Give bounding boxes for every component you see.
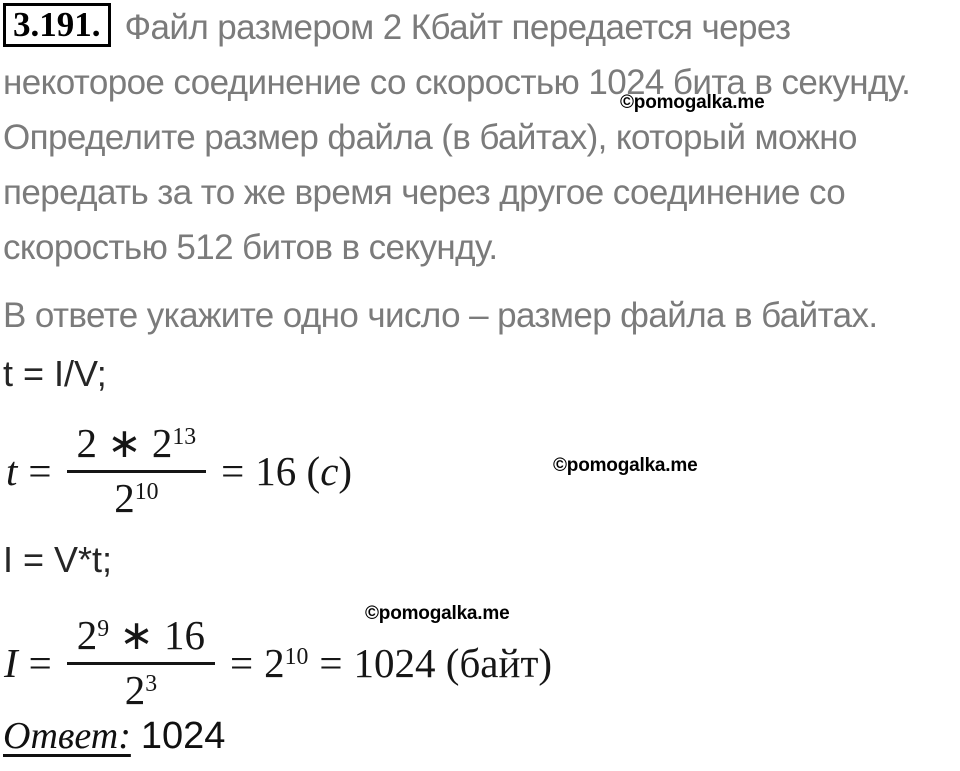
- statement-line-3: Определите размер файла (в байтах), кото…: [3, 118, 857, 157]
- formula-size: I = 29 ∗ 16 23 = 210 = 1024 (байт): [4, 612, 552, 714]
- equals-sign: =: [319, 640, 343, 687]
- watermark-middle: ©pomogalka.me: [553, 455, 698, 476]
- fraction-size-denominator: 23: [125, 665, 157, 714]
- answer-label: Ответ:: [3, 715, 131, 757]
- fraction-time-denominator: 210: [114, 473, 158, 522]
- statement-line-2: некоторое соединение со скоростью 1024 б…: [3, 63, 911, 102]
- fraction-size: 29 ∗ 16 23: [66, 612, 216, 714]
- relation-time: t = I/V;: [3, 353, 107, 394]
- formula-time: t = 2 ∗ 213 210 = 16 (с): [6, 420, 352, 522]
- equals-sign: =: [28, 448, 52, 495]
- statement-line-1: Файл размером 2 Кбайт передается через: [124, 8, 791, 47]
- watermark-top: ©pomogalka.me: [620, 92, 765, 113]
- relation-size: I = V*t;: [3, 539, 113, 580]
- watermark-bottom: ©pomogalka.me: [365, 603, 510, 624]
- statement-line-5: скоростью 512 битов в секунду.: [3, 228, 498, 267]
- statement-line-4: передать за то же время через другое сое…: [3, 173, 846, 212]
- problem-number-box: 3.191.: [3, 3, 111, 47]
- power-base: 2: [264, 640, 285, 687]
- formula-size-variable: I: [4, 640, 18, 687]
- answer-value: 1024: [140, 715, 226, 757]
- answer-line: Ответ: 1024: [3, 714, 225, 758]
- numerator-base: 2 ∗ 2: [76, 420, 173, 466]
- problem-number: 3.191.: [13, 5, 101, 44]
- numerator-rest: ∗ 16: [109, 612, 206, 658]
- formula-time-result: 16 (с): [255, 447, 352, 495]
- problem-statement: 3.191. Файл размером 2 Кбайт передается …: [3, 0, 960, 275]
- equals-sign: =: [230, 640, 254, 687]
- denominator-base: 2: [114, 475, 135, 522]
- numerator-exponent: 13: [172, 423, 197, 450]
- power-of-two: 210: [264, 639, 308, 687]
- equals-sign: =: [221, 448, 245, 495]
- power-exponent: 10: [284, 644, 309, 671]
- formula-size-result: 1024 (байт): [353, 640, 553, 687]
- denominator-exponent: 10: [134, 479, 159, 506]
- answer-instruction: В ответе укажите одно число – размер фай…: [3, 296, 878, 335]
- fraction-size-numerator: 29 ∗ 16: [66, 612, 216, 666]
- result-unit-seconds: с: [320, 448, 339, 495]
- denominator-exponent: 3: [145, 671, 158, 698]
- denominator-base: 2: [124, 667, 146, 714]
- fraction-time: 2 ∗ 213 210: [66, 420, 207, 522]
- numerator-exponent: 9: [97, 615, 110, 642]
- equals-sign: =: [28, 640, 52, 687]
- result-close-paren: ): [338, 448, 353, 495]
- fraction-time-numerator: 2 ∗ 213: [66, 420, 207, 474]
- result-number: 16 (: [255, 448, 321, 495]
- formula-time-variable: t: [6, 448, 18, 495]
- numerator-base: 2: [76, 612, 98, 658]
